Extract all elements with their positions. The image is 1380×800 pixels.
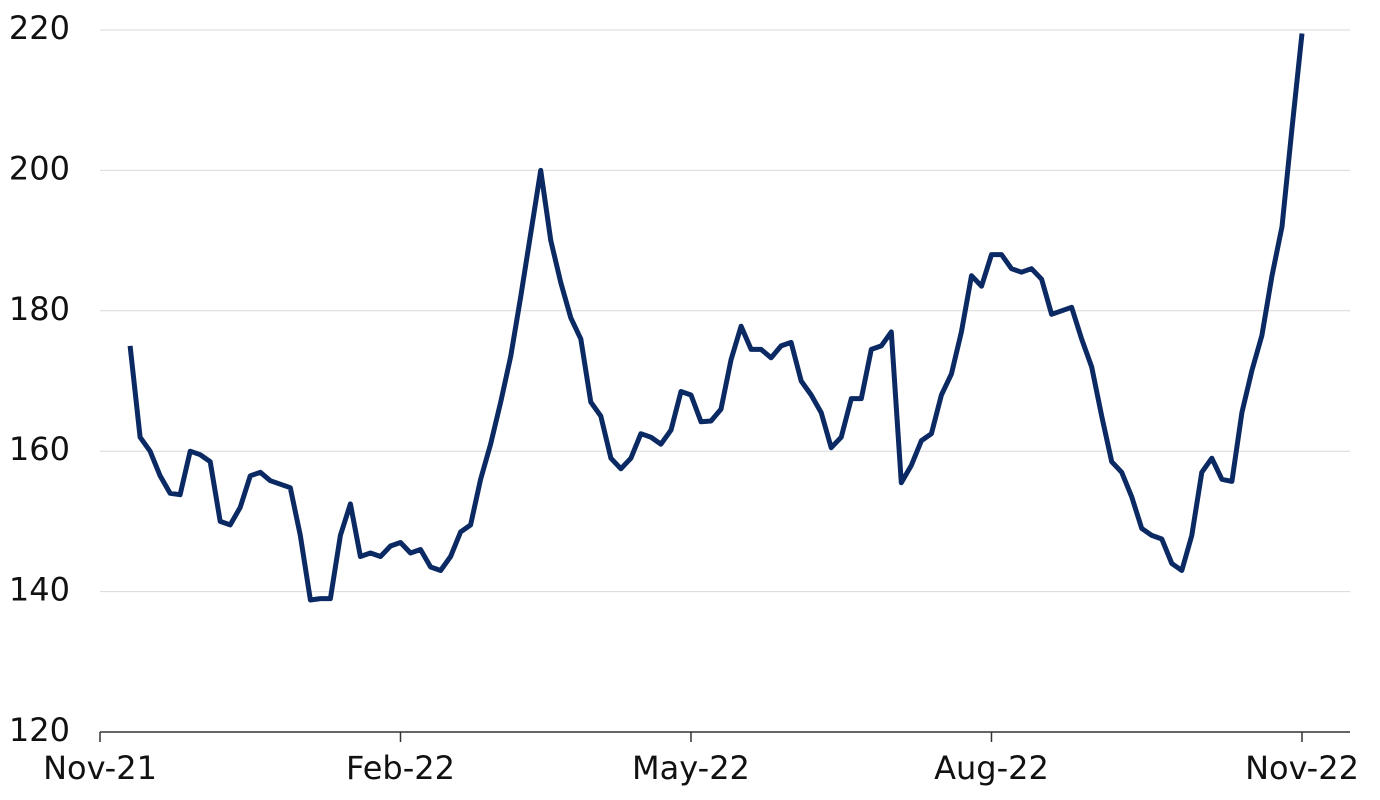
x-tick-label: May-22	[632, 749, 750, 787]
y-tick-label: 200	[9, 149, 70, 187]
x-tick-label: Aug-22	[934, 749, 1049, 787]
x-tick-label: Nov-22	[1245, 749, 1359, 787]
y-tick-label: 140	[9, 571, 70, 609]
y-tick-label: 120	[9, 711, 70, 749]
y-tick-label: 180	[9, 290, 70, 328]
y-tick-label: 160	[9, 430, 70, 468]
data-line	[127, 33, 1305, 603]
x-tick-label: Nov-21	[43, 749, 157, 787]
y-tick-label: 220	[9, 9, 70, 47]
x-tick-label: Feb-22	[346, 749, 455, 787]
